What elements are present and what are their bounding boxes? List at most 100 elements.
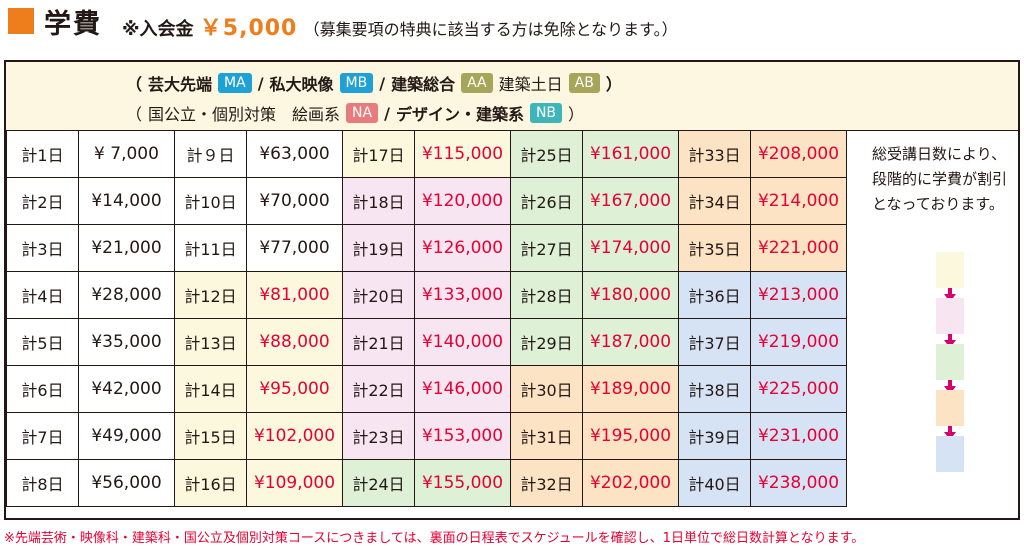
day-count-cell: 計10日 [174,177,247,225]
course-badge: MA [218,73,252,93]
table-row: 計6日 ¥42,000 計14日 ¥95,000 計22日 ¥146,000 計30日 ¥18… [6,365,847,413]
day-count-cell: 計25日 [510,130,583,178]
price-cell: ¥225,000 [750,365,847,413]
price-cell: ¥120,000 [414,177,511,225]
price-cell: ¥189,000 [582,365,679,413]
enrollment-fee-note: ※入会金 ￥5,000 （募集要項の特典に該当する方は免除となります。） [122,10,678,42]
price-cell: ¥81,000 [246,271,343,319]
page-title: 学費 [44,9,102,40]
day-count-cell: 計30日 [510,365,583,413]
day-count-cell: 計12日 [174,271,247,319]
price-cell: ¥195,000 [582,412,679,460]
discount-step-swatch [936,436,964,472]
day-count-cell: 計39日 [678,412,751,460]
day-count-cell: 計11日 [174,224,247,272]
table-row: 計7日 ¥49,000 計15日 ¥102,000 計23日 ¥153,000 計31日 ¥1… [6,412,847,460]
day-count-cell: 計28日 [510,271,583,319]
day-count-cell: 計8日 [6,459,79,507]
table-row: 計2日 ¥14,000 計10日 ¥70,000 計18日 ¥120,000 計26日 ¥16… [6,177,847,225]
price-cell: ¥153,000 [414,412,511,460]
course-badge: MB [339,73,374,93]
price-cell: ¥146,000 [414,365,511,413]
price-cell: ¥49,000 [78,412,175,460]
day-count-cell: 計27日 [510,224,583,272]
day-count-cell: 計９日 [174,130,247,178]
day-count-cell: 計1日 [6,130,79,178]
price-cell: ¥208,000 [750,130,847,178]
price-cell: ¥42,000 [78,365,175,413]
day-count-cell: 計33日 [678,130,751,178]
fee-prefix: ※入会金 [122,19,194,40]
discount-step-swatch [936,298,964,348]
day-count-cell: 計40日 [678,459,751,507]
day-count-cell: 計37日 [678,318,751,366]
price-cell: ¥221,000 [750,224,847,272]
table-row: 計4日 ¥28,000 計12日 ¥81,000 計20日 ¥133,000 計28日 ¥18… [6,271,847,319]
day-count-cell: 計36日 [678,271,751,319]
day-count-cell: 計22日 [342,365,415,413]
price-cell: ¥219,000 [750,318,847,366]
legend-label: デザイン・建築系 [395,105,524,124]
legend-line-1: （ 芸大先端 MA / 私大映像 MB / 建築総合 AA 建築土日 AB ） [126,71,622,95]
day-count-cell: 計4日 [6,271,79,319]
course-legend: （ 芸大先端 MA / 私大映像 MB / 建築総合 AA 建築土日 AB ） … [6,62,1018,131]
discount-step-swatch [936,344,964,394]
legend-label: 建築土日 [498,75,563,94]
table-row: 計5日 ¥35,000 計13日 ¥88,000 計21日 ¥140,000 計29日 ¥18… [6,318,847,366]
day-count-cell: 計5日 [6,318,79,366]
paren-close: ） [605,75,622,94]
fee-table: 計1日 ¥ 7,000 計９日 ¥63,000 計17日 ¥115,000 計25日 ¥161… [6,130,847,507]
price-cell: ¥167,000 [582,177,679,225]
fee-condition: （募集要項の特典に該当する方は免除となります。） [303,20,678,39]
discount-step-swatch [936,252,964,302]
day-count-cell: 計31日 [510,412,583,460]
legend-label: 建築総合 [391,75,456,94]
paren-close: ） [568,105,585,124]
price-cell: ¥161,000 [582,130,679,178]
price-cell: ¥214,000 [750,177,847,225]
day-count-cell: 計7日 [6,412,79,460]
paren-open: （ [126,105,143,124]
day-count-cell: 計19日 [342,224,415,272]
price-cell: ¥140,000 [414,318,511,366]
day-count-cell: 計35日 [678,224,751,272]
price-cell: ¥126,000 [414,224,511,272]
price-cell: ¥102,000 [246,412,343,460]
table-row: 計8日 ¥56,000 計16日 ¥109,000 計24日 ¥155,000 計32日 ¥2… [6,459,847,507]
price-cell: ¥174,000 [582,224,679,272]
legend-label: 私大映像 [269,75,334,94]
price-cell: ¥238,000 [750,459,847,507]
price-cell: ¥109,000 [246,459,343,507]
price-cell: ¥77,000 [246,224,343,272]
day-count-cell: 計3日 [6,224,79,272]
day-count-cell: 計20日 [342,271,415,319]
course-badge: AA [461,73,493,93]
price-cell: ¥155,000 [414,459,511,507]
price-cell: ¥115,000 [414,130,511,178]
price-cell: ¥213,000 [750,271,847,319]
day-count-cell: 計38日 [678,365,751,413]
price-cell: ¥88,000 [246,318,343,366]
day-count-cell: 計17日 [342,130,415,178]
price-cell: ¥70,000 [246,177,343,225]
price-cell: ¥ 7,000 [78,130,175,178]
course-badge: NA [346,103,379,123]
day-count-cell: 計21日 [342,318,415,366]
day-count-cell: 計14日 [174,365,247,413]
footnote: ※先端芸術・映像科・建築科・国公立及個別対策コースにつきましては、裏面の日程表で… [4,531,865,546]
price-cell: ¥180,000 [582,271,679,319]
price-cell: ¥133,000 [414,271,511,319]
price-cell: ¥95,000 [246,365,343,413]
legend-sep: / [384,103,390,123]
discount-step-swatch [936,390,964,440]
header: 学費 ※入会金 ￥5,000 （募集要項の特典に該当する方は免除となります。） [0,0,1024,44]
fee-amount: ￥5,000 [199,16,298,41]
price-cell: ¥63,000 [246,130,343,178]
day-count-cell: 計6日 [6,365,79,413]
day-count-cell: 計16日 [174,459,247,507]
day-count-cell: 計18日 [342,177,415,225]
price-cell: ¥28,000 [78,271,175,319]
discount-note: 総受講日数により、段階的に学費が割引となっております。 [872,145,1008,213]
legend-sep: / [257,73,264,93]
day-count-cell: 計23日 [342,412,415,460]
